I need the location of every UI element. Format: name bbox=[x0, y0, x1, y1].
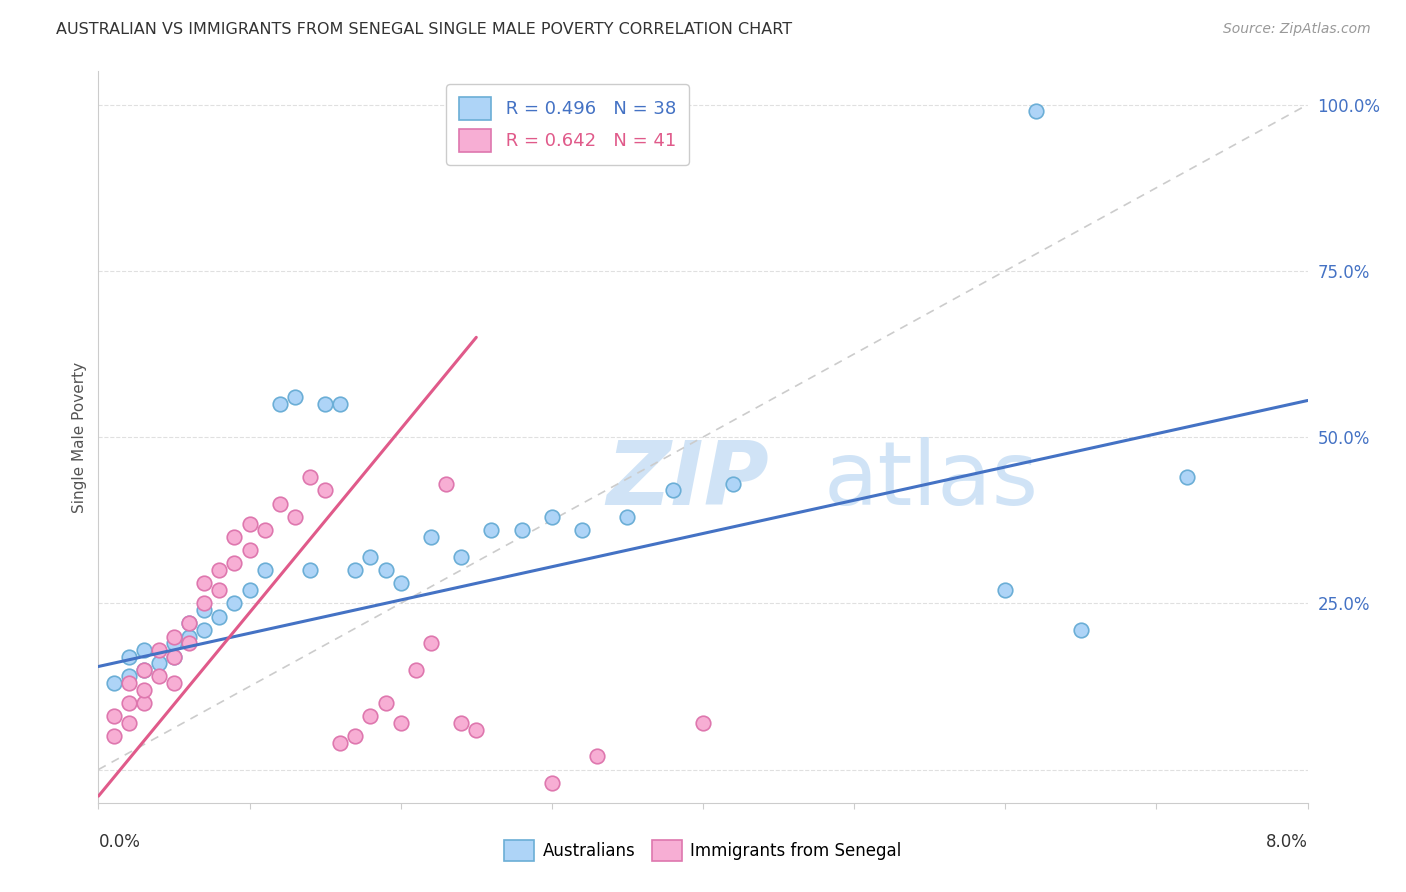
Point bbox=[661, 483, 683, 498]
Point bbox=[239, 543, 262, 558]
Point bbox=[1175, 470, 1198, 484]
Point bbox=[374, 563, 396, 577]
Point bbox=[329, 397, 352, 411]
Point bbox=[420, 636, 443, 650]
Legend: Australians, Immigrants from Senegal: Australians, Immigrants from Senegal bbox=[491, 827, 915, 875]
Point bbox=[692, 716, 714, 731]
Point bbox=[299, 470, 322, 484]
Point bbox=[253, 563, 276, 577]
Point bbox=[465, 723, 488, 737]
Point bbox=[420, 530, 443, 544]
Point bbox=[723, 476, 745, 491]
Point bbox=[389, 576, 412, 591]
Text: 8.0%: 8.0% bbox=[1265, 833, 1308, 851]
Point bbox=[314, 483, 336, 498]
Point bbox=[132, 682, 155, 697]
Point bbox=[118, 649, 141, 664]
Point bbox=[284, 509, 307, 524]
Point bbox=[118, 669, 141, 683]
Point bbox=[284, 390, 307, 404]
Point bbox=[239, 516, 262, 531]
Point bbox=[450, 716, 472, 731]
Point bbox=[299, 563, 322, 577]
Text: Source: ZipAtlas.com: Source: ZipAtlas.com bbox=[1223, 22, 1371, 37]
Point bbox=[132, 663, 155, 677]
Text: 0.0%: 0.0% bbox=[98, 833, 141, 851]
Point bbox=[360, 709, 382, 723]
Point bbox=[510, 523, 533, 537]
Point bbox=[132, 696, 155, 710]
Point bbox=[1025, 104, 1047, 119]
Point bbox=[571, 523, 593, 537]
Point bbox=[253, 523, 276, 537]
Point bbox=[540, 509, 562, 524]
Point bbox=[314, 397, 336, 411]
Point bbox=[405, 663, 427, 677]
Point bbox=[103, 729, 125, 743]
Point bbox=[269, 397, 291, 411]
Point bbox=[118, 716, 141, 731]
Point bbox=[193, 603, 215, 617]
Point bbox=[132, 643, 155, 657]
Point bbox=[163, 636, 186, 650]
Point bbox=[118, 676, 141, 690]
Point bbox=[1070, 623, 1092, 637]
Point bbox=[208, 582, 231, 597]
Text: atlas: atlas bbox=[824, 437, 1039, 524]
Text: AUSTRALIAN VS IMMIGRANTS FROM SENEGAL SINGLE MALE POVERTY CORRELATION CHART: AUSTRALIAN VS IMMIGRANTS FROM SENEGAL SI… bbox=[56, 22, 793, 37]
Point bbox=[148, 669, 170, 683]
Point bbox=[434, 476, 457, 491]
Point bbox=[179, 630, 201, 644]
Point bbox=[389, 716, 412, 731]
Point bbox=[481, 523, 503, 537]
Point bbox=[208, 563, 231, 577]
Point bbox=[163, 630, 186, 644]
Point bbox=[586, 749, 609, 764]
Point bbox=[616, 509, 638, 524]
Point bbox=[239, 582, 262, 597]
Point bbox=[103, 709, 125, 723]
Point bbox=[344, 563, 367, 577]
Y-axis label: Single Male Poverty: Single Male Poverty bbox=[72, 361, 87, 513]
Point bbox=[148, 656, 170, 670]
Point bbox=[994, 582, 1017, 597]
Point bbox=[193, 623, 215, 637]
Point bbox=[118, 696, 141, 710]
Point bbox=[193, 596, 215, 610]
Point bbox=[224, 530, 246, 544]
Point bbox=[450, 549, 472, 564]
Point bbox=[148, 643, 170, 657]
Point bbox=[193, 576, 215, 591]
Point bbox=[360, 549, 382, 564]
Point bbox=[208, 609, 231, 624]
Text: ZIP: ZIP bbox=[606, 437, 769, 524]
Point bbox=[224, 557, 246, 571]
Point bbox=[344, 729, 367, 743]
Legend:  R = 0.496   N = 38,  R = 0.642   N = 41: R = 0.496 N = 38, R = 0.642 N = 41 bbox=[446, 84, 689, 165]
Point bbox=[163, 649, 186, 664]
Point bbox=[179, 616, 201, 631]
Point bbox=[374, 696, 396, 710]
Point bbox=[179, 636, 201, 650]
Point bbox=[179, 616, 201, 631]
Point bbox=[163, 676, 186, 690]
Point bbox=[163, 649, 186, 664]
Point bbox=[224, 596, 246, 610]
Point bbox=[540, 776, 562, 790]
Point bbox=[103, 676, 125, 690]
Point bbox=[132, 663, 155, 677]
Point bbox=[269, 497, 291, 511]
Point bbox=[329, 736, 352, 750]
